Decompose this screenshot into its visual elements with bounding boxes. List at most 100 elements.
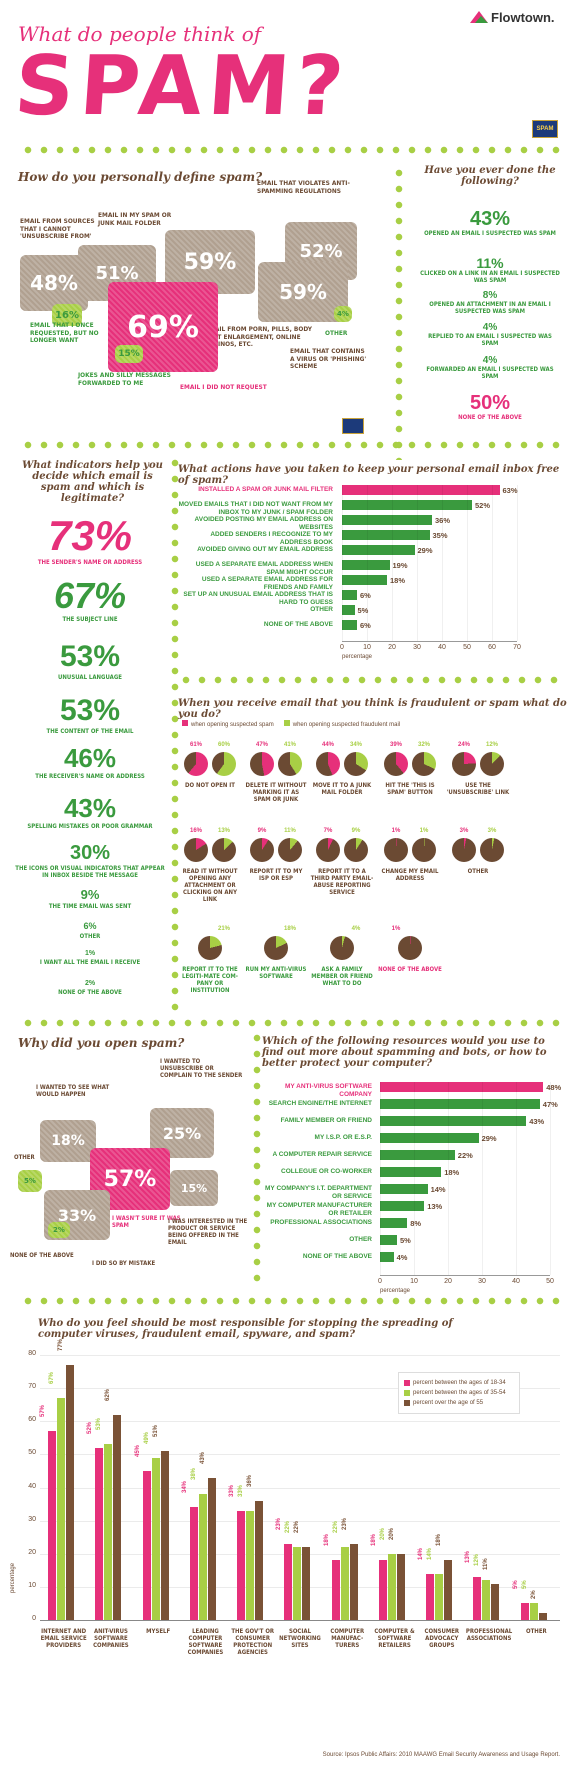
divider bbox=[20, 1296, 560, 1306]
done-question: Have you ever done the following? bbox=[424, 165, 556, 187]
bar-value: 18% bbox=[436, 1534, 443, 1547]
gridline bbox=[417, 485, 418, 641]
done-label: NONE OF THE ABOVE bbox=[458, 414, 522, 421]
source-note: Source: Ipsos Public Affairs: 2010 MAAWG… bbox=[322, 1752, 560, 1758]
divider bbox=[394, 165, 404, 460]
series-legend: percent between the ages of 18-34 percent… bbox=[398, 1372, 520, 1414]
bar bbox=[342, 515, 432, 525]
indicator-label: THE TIME EMAIL WAS SENT bbox=[48, 903, 132, 910]
bar bbox=[380, 1133, 479, 1143]
category-label: CONSUMER ADVOCACY GROUPS bbox=[424, 1628, 460, 1649]
bar bbox=[520, 1603, 529, 1620]
x-tick-label: 20 bbox=[388, 644, 396, 651]
bar-value: 22% bbox=[332, 1521, 339, 1534]
bar bbox=[380, 1218, 408, 1228]
bar-value: 29% bbox=[417, 546, 433, 555]
bar-value: 47% bbox=[542, 1100, 558, 1109]
legend-label: percent over the age of 55 bbox=[413, 1400, 484, 1406]
pie-spam bbox=[184, 752, 208, 776]
bar-value: 13% bbox=[427, 1202, 443, 1211]
bar bbox=[113, 1414, 122, 1620]
define-label: OTHER bbox=[325, 329, 348, 337]
bar bbox=[435, 1573, 444, 1620]
pie-spam bbox=[250, 752, 274, 776]
define-bubble: 4% bbox=[334, 306, 352, 322]
bar bbox=[387, 1553, 396, 1620]
bar-value: 18% bbox=[370, 1534, 377, 1547]
bar bbox=[104, 1444, 113, 1620]
bar bbox=[380, 1150, 455, 1160]
bar bbox=[66, 1364, 74, 1620]
indicator-value: 1% bbox=[84, 950, 96, 957]
indicator-value: 73% bbox=[47, 512, 133, 559]
bar-value: 38% bbox=[190, 1468, 197, 1481]
category-label: INTERNET AND EMAIL SERVICE PROVIDERS bbox=[40, 1628, 87, 1649]
pie-spam bbox=[384, 838, 408, 862]
bar-value: 62% bbox=[105, 1388, 112, 1401]
bar-value: 6% bbox=[360, 591, 371, 600]
pie-value-spam: 61% bbox=[189, 742, 202, 748]
bar bbox=[380, 1099, 540, 1109]
x-tick-label: 10 bbox=[410, 1278, 418, 1285]
bar-value: 22% bbox=[457, 1151, 473, 1160]
x-tick-label: 0 bbox=[378, 1278, 382, 1285]
bar-value: 14% bbox=[427, 1547, 434, 1560]
indicator-value: 53% bbox=[59, 640, 121, 673]
bar-value: 35% bbox=[432, 531, 448, 540]
pie-fraud bbox=[212, 752, 236, 776]
fraud-label: REPORT IT TO THE LEGITI-MATE COM-PANY OR… bbox=[182, 966, 238, 994]
legend-label: percent between the ages of 18-34 bbox=[413, 1380, 506, 1386]
indicator-label: THE SENDER'S NAME OR ADDRESS bbox=[37, 559, 143, 566]
define-bubble: 59% bbox=[258, 262, 348, 322]
bar-label: COLLEGUE OR CO-WORKER bbox=[281, 1168, 372, 1175]
x-tick-label: 30 bbox=[413, 644, 421, 651]
pie-value-fraud: 12% bbox=[485, 742, 498, 748]
bar-value: 48% bbox=[546, 1083, 562, 1092]
bar bbox=[444, 1560, 453, 1620]
pie-value-fraud: 34% bbox=[349, 742, 362, 748]
pie-value-fraud: 18% bbox=[283, 926, 296, 932]
bar-value: 51% bbox=[152, 1425, 159, 1438]
done-value: 8% bbox=[482, 290, 498, 301]
define-label: EMAIL I DID NOT REQUEST bbox=[180, 383, 267, 391]
divider bbox=[170, 455, 180, 1015]
indicator-label: I WANT ALL THE EMAIL I RECEIVE bbox=[39, 959, 141, 966]
gridline bbox=[367, 485, 368, 641]
bar-value: 12% bbox=[474, 1554, 481, 1567]
pie-spam bbox=[452, 752, 476, 776]
bar bbox=[57, 1398, 65, 1620]
bar-value: 77% bbox=[58, 1338, 64, 1351]
open-bubble: 15% bbox=[170, 1170, 218, 1206]
pie-value-fraud: 13% bbox=[217, 828, 230, 834]
pie-fraud bbox=[412, 838, 436, 862]
bar-value: 13% bbox=[465, 1550, 472, 1563]
open-bubble: 5% bbox=[18, 1170, 42, 1192]
gridline bbox=[482, 1082, 483, 1275]
gridline bbox=[448, 1082, 449, 1275]
gridline bbox=[342, 485, 343, 641]
bar bbox=[331, 1560, 340, 1620]
bar-value: 22% bbox=[294, 1521, 301, 1534]
resources-chart: MY ANTI-VIRUS SOFTWARE COMPANY 48% SEARCH … bbox=[262, 1082, 562, 1294]
fraud-label: ASK A FAMILY MEMBER OR FRIEND WHAT TO DO bbox=[311, 966, 373, 987]
bar bbox=[380, 1082, 544, 1092]
y-axis-title: percentage bbox=[10, 1562, 17, 1594]
fraud-question: When you receive email that you think is… bbox=[178, 698, 567, 720]
done-label: REPLIED TO AN EMAIL I SUSPECTED WAS SPAM bbox=[428, 333, 552, 347]
legend-fraud-label: when opening suspected fraudulent mail bbox=[292, 722, 401, 728]
bar-label: MY I.S.P. OR E.S.P. bbox=[314, 1134, 372, 1141]
bar-value: 5% bbox=[521, 1580, 528, 1590]
pie-value-fraud: 1% bbox=[419, 828, 429, 834]
indicator-value: 46% bbox=[63, 743, 117, 773]
bar-label: AVOIDED POSTING MY EMAIL ADDRESS ON WEBS… bbox=[194, 516, 333, 531]
bar bbox=[380, 1116, 527, 1126]
done-label: OPENED AN EMAIL I SUSPECTED WAS SPAM bbox=[424, 230, 556, 237]
pie-value-fraud: 41% bbox=[283, 742, 296, 748]
divider bbox=[178, 675, 563, 685]
indicator-label: THE CONTENT OF THE EMAIL bbox=[46, 728, 134, 735]
pie-value-spam: 44% bbox=[321, 742, 334, 748]
bar-label: NONE OF THE ABOVE bbox=[302, 1253, 372, 1260]
category-label: PROFESSIONAL ASSOCIATIONS bbox=[465, 1628, 513, 1642]
bar bbox=[342, 560, 390, 570]
flowtown-logo: Flowtown. bbox=[470, 10, 555, 25]
